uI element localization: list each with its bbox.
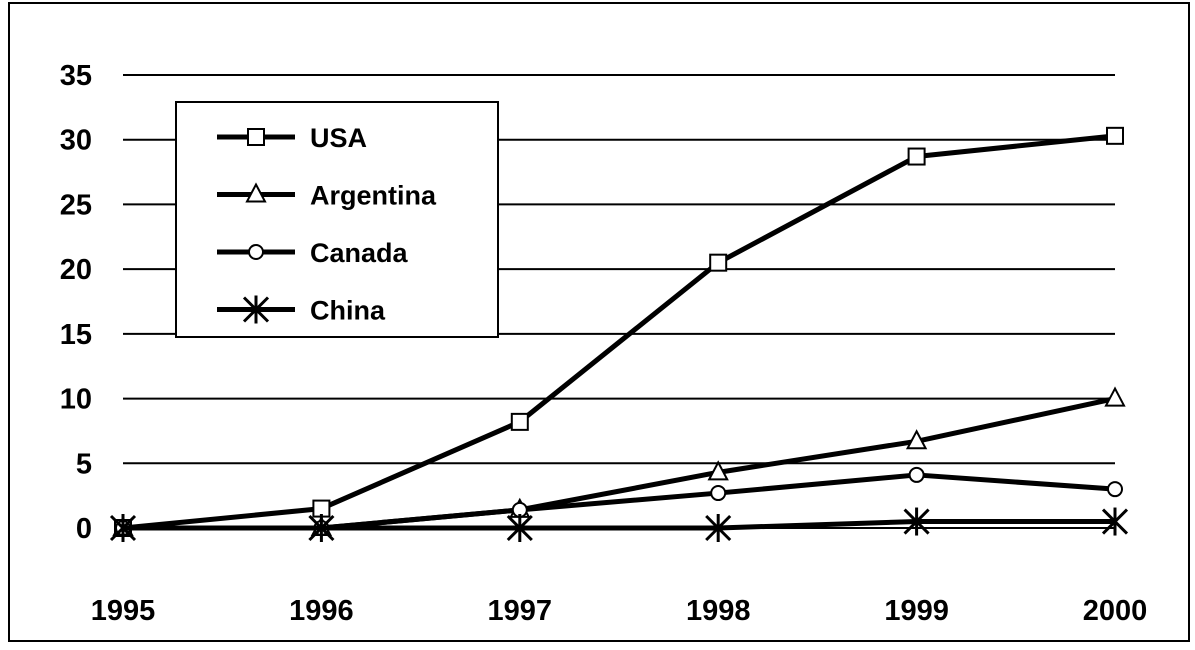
point-china-1997 (506, 514, 533, 542)
x-tick-label-1999: 1999 (884, 595, 949, 627)
x-tick-label-1997: 1997 (488, 595, 553, 627)
legend-item-usa: USA (217, 123, 367, 153)
y-tick-label-25: 25 (60, 189, 92, 221)
legend-box (175, 101, 499, 338)
point-china-1999 (903, 507, 930, 536)
legend: USA Argentina Canada China (175, 101, 499, 338)
point-argentina-2000 (1104, 386, 1126, 407)
x-axis-ticks: 1995 1996 1997 1998 1999 2000 (91, 595, 1148, 627)
x-tick-label-2000: 2000 (1083, 595, 1148, 627)
series-canada (115, 466, 1123, 536)
legend-item-canada: Canada (217, 238, 409, 268)
series-china (109, 507, 1129, 542)
y-tick-label-30: 30 (60, 125, 92, 157)
point-argentina-1998 (707, 460, 729, 481)
point-china-1995 (109, 514, 137, 542)
point-china-1998 (705, 514, 732, 542)
legend-marker-usa (247, 128, 265, 146)
series-line-china (123, 519, 1115, 531)
x-tick-label-1996: 1996 (289, 595, 354, 627)
y-tick-label-0: 0 (76, 513, 92, 545)
point-usa-2000 (1106, 126, 1124, 145)
legend-item-china: China (217, 295, 386, 326)
y-tick-label-15: 15 (60, 319, 92, 351)
x-tick-label-1998: 1998 (686, 595, 751, 627)
legend-marker-canada (248, 244, 264, 260)
point-usa-1999 (907, 147, 926, 166)
legend-marker-china (242, 295, 270, 324)
point-canada-1998 (710, 485, 727, 502)
point-usa-1998 (709, 253, 728, 272)
x-tick-label-1995: 1995 (91, 595, 156, 627)
y-tick-label-10: 10 (60, 384, 92, 416)
legend-label-usa: USA (310, 123, 367, 153)
y-tick-label-35: 35 (60, 60, 92, 92)
legend-item-argentina: Argentina (217, 181, 437, 211)
point-china-1996 (308, 514, 335, 542)
legend-label-china: China (310, 296, 386, 326)
y-tick-label-5: 5 (76, 448, 92, 480)
series-line-usa (122, 133, 1116, 531)
legend-label-canada: Canada (310, 238, 409, 268)
point-china-2000 (1101, 507, 1129, 536)
point-canada-1999 (908, 466, 925, 483)
point-usa-1997 (510, 412, 529, 431)
y-tick-label-20: 20 (60, 254, 92, 286)
legend-marker-argentina (245, 182, 267, 203)
series-group (109, 126, 1129, 542)
point-argentina-1999 (905, 429, 928, 450)
legend-label-argentina: Argentina (310, 181, 437, 211)
y-axis-ticks: 0 5 10 15 20 25 30 35 (60, 60, 92, 545)
point-canada-2000 (1107, 481, 1123, 498)
